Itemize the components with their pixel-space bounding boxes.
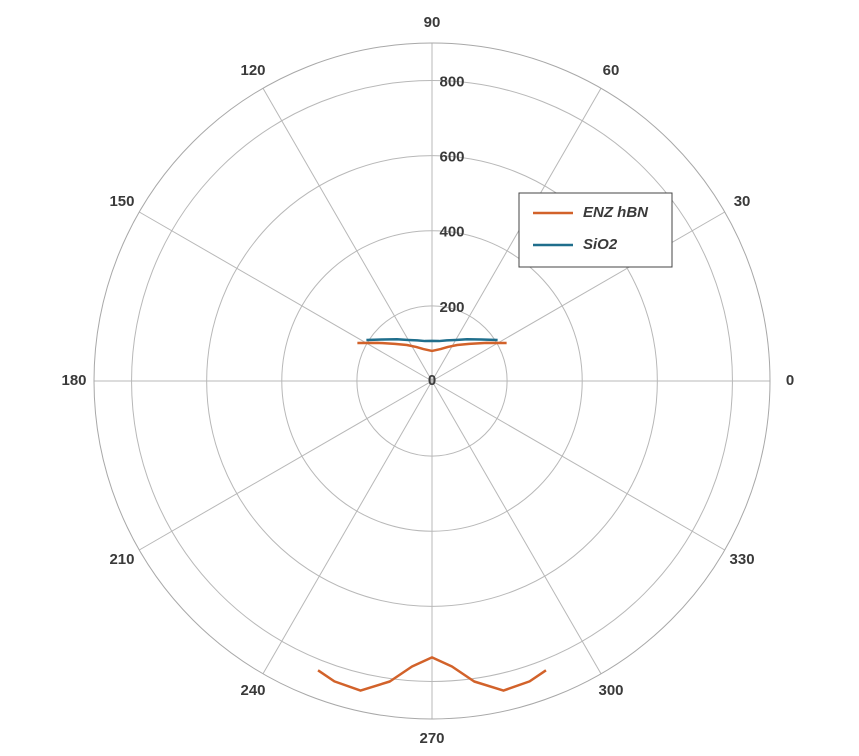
legend: ENZ hBN SiO2 <box>518 192 673 268</box>
legend-label: SiO2 <box>583 236 618 253</box>
spoke <box>262 380 433 674</box>
ring <box>206 155 658 607</box>
angle-label: 210 <box>109 551 134 568</box>
angle-label: 0 <box>786 372 794 389</box>
series-line <box>317 341 547 692</box>
angle-label: 300 <box>598 682 623 699</box>
angle-label: 30 <box>734 193 751 210</box>
r-tick-label: 200 <box>439 299 464 316</box>
plot-lines <box>317 338 547 692</box>
angle-label: 60 <box>603 62 620 79</box>
angle-label: 90 <box>424 14 441 31</box>
spoke <box>431 88 602 382</box>
legend-box <box>518 192 673 268</box>
angle-label: 180 <box>61 372 86 389</box>
angle-label: 150 <box>109 193 134 210</box>
r-tick-label: 600 <box>439 149 464 166</box>
ring <box>356 305 508 457</box>
ring <box>131 80 733 682</box>
spoke <box>139 211 433 382</box>
labels: 0 30 60 90 120 150 180 210 240 270 300 330 0 200 400 60… <box>61 14 794 747</box>
spoke <box>431 211 725 382</box>
angle-label: 270 <box>419 730 444 747</box>
angle-label: 240 <box>240 682 265 699</box>
angle-label: 120 <box>240 62 265 79</box>
outer-ring <box>93 42 771 720</box>
spoke <box>431 380 602 674</box>
legend-label: ENZ hBN <box>583 204 649 221</box>
spoke <box>431 380 725 551</box>
spoke <box>262 88 433 382</box>
grid <box>93 42 771 720</box>
r-tick-label: 800 <box>439 74 464 91</box>
ring <box>281 230 583 532</box>
spoke <box>139 380 433 551</box>
series-line <box>366 338 498 343</box>
r-tick-label: 400 <box>439 224 464 241</box>
r-tick-label: 0 <box>428 372 436 389</box>
angle-label: 330 <box>730 551 755 568</box>
